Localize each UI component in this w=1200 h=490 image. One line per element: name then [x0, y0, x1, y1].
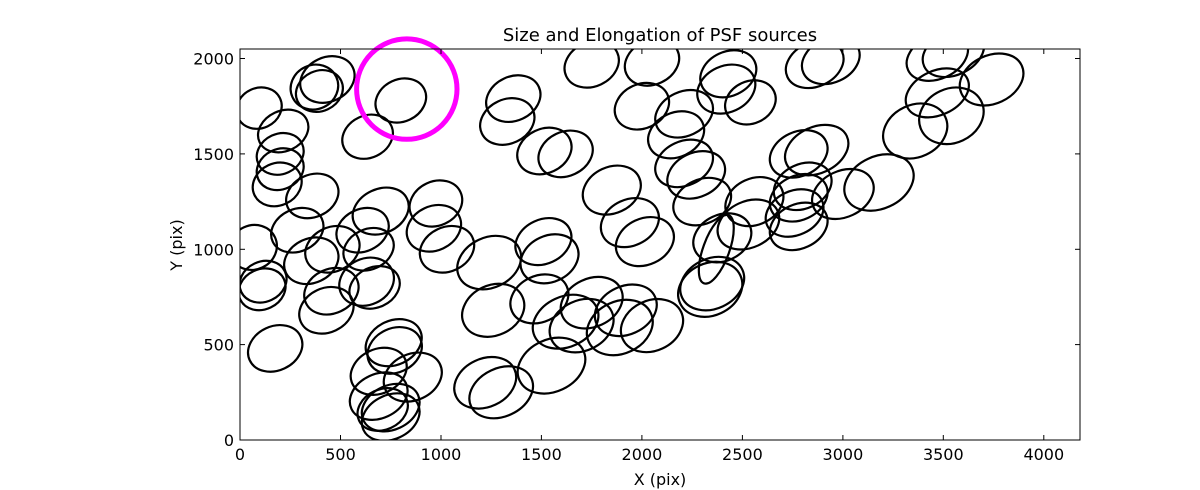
psf-ellipse: [240, 86, 283, 130]
psf-ellipse: [341, 113, 394, 160]
x-tick-label: 2500: [722, 445, 763, 464]
psf-ellipse: [519, 233, 580, 285]
psf-ellipse: [843, 153, 915, 212]
highlight-circle: [354, 36, 460, 142]
psf-ellipse: [285, 172, 340, 220]
psf-ellipse: [509, 273, 570, 325]
psf-ellipse: [514, 216, 573, 267]
psf-ellipse: [764, 188, 825, 238]
psf-ellipse: [456, 234, 523, 291]
psf-ellipse: [882, 102, 949, 160]
psf-ellipse: [348, 371, 409, 421]
x-tick-label: 3000: [823, 445, 864, 464]
psf-ellipse: [348, 265, 401, 310]
psf-ellipse: [599, 197, 660, 249]
psf-ellipse: [240, 259, 288, 304]
psf-ellipse: [811, 167, 875, 221]
psf-ellipses: [240, 49, 1025, 440]
y-tick-label: 2000: [193, 50, 234, 69]
psf-ellipse: [485, 74, 542, 123]
x-tick-label: 500: [325, 445, 356, 464]
psf-ellipse: [581, 164, 642, 216]
psf-ellipse: [613, 81, 671, 131]
psf-ellipse: [800, 49, 861, 86]
psf-ellipse: [918, 86, 985, 146]
x-tick-label: 2000: [622, 445, 663, 464]
psf-ellipse: [356, 387, 409, 432]
x-axis-label: X (pix): [634, 470, 687, 489]
psf-ellipse: [559, 275, 624, 330]
psf-ellipse: [360, 392, 421, 440]
y-tick-label: 1500: [193, 145, 234, 164]
psf-ellipse: [585, 298, 654, 357]
psf-ellipse: [768, 201, 829, 252]
psf-ellipse: [563, 49, 620, 89]
psf-ellipse: [531, 293, 600, 350]
psf-ellipse: [294, 69, 344, 113]
psf-ellipse: [677, 260, 744, 318]
psf-ellipse: [672, 176, 733, 227]
x-tick-label: 0: [235, 445, 245, 464]
chart-title: Size and Elongation of PSF sources: [503, 25, 817, 46]
psf-ellipse: [619, 297, 685, 354]
psf-ellipse: [382, 351, 443, 403]
x-tick-label: 3500: [923, 445, 964, 464]
psf-ellipse: [405, 203, 463, 253]
psf-ellipse: [289, 63, 340, 111]
psf-ellipse: [468, 365, 535, 420]
psf-ellipse: [614, 216, 675, 268]
psf-ellipse: [654, 88, 715, 139]
plot-frame: [239, 48, 1081, 441]
psf-ellipse: [654, 138, 715, 189]
psf-ellipse: [537, 129, 594, 179]
psf-ellipse: [479, 97, 536, 146]
psf-ellipse: [351, 186, 410, 236]
axis-ticks: 0 500 1000 1500 2000 2500 3000 3500 4000 0 500 1000…: [193, 49, 1080, 464]
y-tick-label: 1000: [193, 240, 234, 259]
psf-ellipse: [623, 49, 681, 87]
psf-ellipse: [255, 147, 305, 192]
psf-ellipse: [783, 123, 850, 177]
psf-ellipse: [303, 266, 360, 316]
psf-ellipse: [724, 176, 785, 228]
psf-ellipse: [516, 126, 573, 176]
psf-ellipse: [453, 355, 518, 410]
y-tick-label: 0: [224, 431, 234, 450]
y-tick-label: 500: [203, 336, 234, 355]
psf-ellipse: [699, 49, 758, 99]
psf-ellipse: [679, 255, 746, 312]
psf-ellipse: [696, 63, 757, 115]
psf-ellipse: [246, 324, 304, 373]
psf-ellipse: [342, 226, 395, 272]
y-axis-label: Y (pix): [167, 219, 186, 271]
psf-ellipse: [349, 346, 408, 396]
psf-ellipse: [299, 55, 356, 104]
psf-ellipse: [461, 282, 526, 338]
psf-ellipse: [958, 52, 1025, 107]
psf-ellipse: [360, 382, 421, 433]
psf-ellipse: [374, 77, 428, 124]
x-tick-label: 1000: [421, 445, 462, 464]
psf-ellipse: [666, 150, 727, 200]
x-tick-label: 1500: [521, 445, 562, 464]
psf-ellipse: [408, 179, 464, 228]
psf-ellipse: [768, 172, 829, 223]
psf-ellipse: [516, 336, 587, 395]
x-tick-label: 4000: [1023, 445, 1064, 464]
psf-ellipse: [335, 206, 390, 254]
psf-ellipse: [366, 326, 423, 375]
highlight-layer: [354, 36, 460, 142]
